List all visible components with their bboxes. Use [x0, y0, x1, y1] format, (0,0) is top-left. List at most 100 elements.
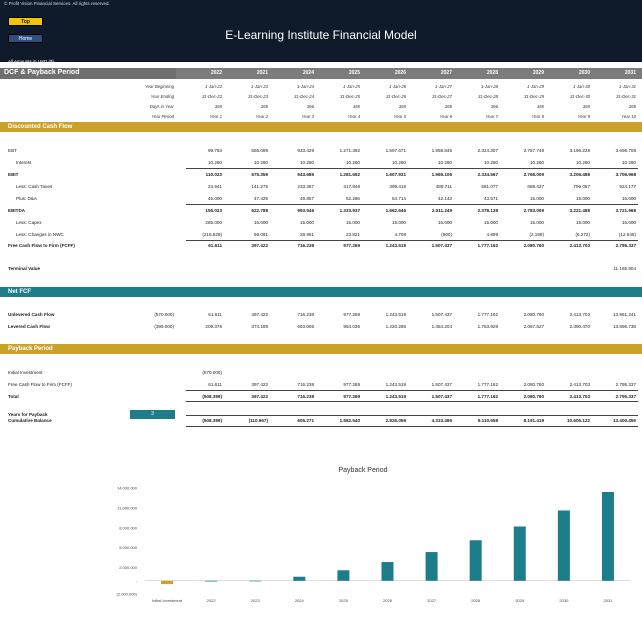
payback-cell: 977.269	[343, 382, 360, 387]
dcf-cell: 317.848	[343, 184, 360, 189]
payback-cell: 1.507.437	[431, 394, 452, 399]
dcf-cell: 15.000	[437, 220, 452, 225]
x-tick-label: 2030	[559, 598, 569, 603]
payback-cell: (110.967)	[248, 418, 268, 423]
dcf-cell: 10.260	[437, 160, 452, 165]
chart-bar	[205, 580, 218, 582]
dcf-cell: 24.941	[207, 184, 222, 189]
payback-row-label: Free Cash Flow to Firm (FCFF)	[8, 382, 73, 387]
dcf-cell: 1.281.652	[339, 172, 360, 177]
y-tick-label: (2.000.000)	[117, 592, 138, 597]
net-initial: (399.000)	[154, 324, 174, 329]
payback-cell: 397.422	[251, 382, 268, 387]
year-header: 2022	[210, 70, 222, 76]
dcf-cell: 10.260	[207, 160, 222, 165]
meta-value: 31-Dec-29	[523, 94, 544, 99]
meta-value: Year 7	[485, 114, 498, 119]
payback-cell: 1.507.437	[431, 382, 452, 387]
y-tick-label: 2.000.000	[119, 565, 138, 570]
meta-value: 366	[490, 104, 498, 109]
dcf-cell: 99.763	[207, 148, 222, 153]
dcf-cell: 397.422	[251, 243, 268, 248]
copyright-text: © Profit Vision Financial Services. All …	[4, 1, 110, 6]
payback-cell: 8.191.419	[523, 418, 544, 423]
row-divider	[186, 240, 638, 241]
x-tick-label: 2026	[383, 598, 393, 603]
meta-value: 1-Jan-27	[435, 84, 452, 89]
x-tick-label: 2028	[471, 598, 481, 603]
meta-value: 1-Jan-23	[251, 84, 268, 89]
x-tick-label: 2031	[604, 598, 614, 603]
dcf-cell: 1.333.937	[339, 208, 360, 213]
dcf-cell: 285.000	[205, 220, 222, 225]
top-button[interactable]: Top	[8, 17, 43, 26]
dcf-cell: (12.546)	[618, 232, 636, 237]
meta-value: Year 4	[347, 114, 360, 119]
net-cell: 693.005	[297, 324, 314, 329]
dcf-cell: 10.260	[483, 160, 498, 165]
payback-cell: 2.080.760	[523, 382, 544, 387]
dcf-cell: 1.607.931	[385, 172, 406, 177]
home-button[interactable]: Home	[8, 34, 43, 43]
meta-label: Days in Year	[149, 104, 174, 109]
meta-value: 31-Dec-27	[431, 94, 452, 99]
top-banner	[0, 0, 642, 62]
x-tick-label: Initial Investment	[152, 598, 183, 603]
dcf-row-label: Less: Capex	[16, 220, 42, 225]
year-header: 2031	[624, 70, 636, 76]
year-header: 2026	[394, 70, 406, 76]
row-divider	[186, 168, 638, 169]
dcf-cell: 23.821	[345, 232, 360, 237]
dcf-cell: 3.221.488	[569, 208, 590, 213]
dcf-cell: 399.418	[389, 184, 406, 189]
dcf-cell: 993.546	[297, 208, 314, 213]
dcf-cell: 15.000	[621, 196, 636, 201]
dcf-cell: 943.689	[297, 172, 314, 177]
dcf-cell: 799.057	[573, 184, 590, 189]
net-cell: 209.378	[205, 324, 222, 329]
row-divider	[186, 204, 638, 205]
row-divider	[186, 415, 638, 416]
dcf-cell: 10.260	[345, 160, 360, 165]
dcf-cell: 61.611	[208, 243, 222, 248]
dcf-cell: 10.260	[575, 160, 590, 165]
section-net-fcf: Net FCF	[0, 287, 642, 297]
dcf-cell: 3.196.228	[569, 148, 590, 153]
payback-row-label: Cumulative Balance	[8, 418, 52, 423]
net-cell: 1.777.162	[477, 312, 498, 317]
dcf-cell: (6.272)	[575, 232, 590, 237]
dcf-cell: 1.597.671	[385, 148, 406, 153]
net-row-label: Levered Cash Flow	[8, 324, 50, 329]
payback-cell: 2.826.059	[385, 418, 406, 423]
x-tick-label: 2022	[207, 598, 217, 603]
meta-value: 365	[582, 104, 590, 109]
row-divider	[186, 390, 638, 391]
meta-value: 31-Dec-24	[293, 94, 314, 99]
dcf-row-label: Free Cash Flow to Firm (FCFF)	[8, 243, 75, 248]
dcf-cell: 622.788	[251, 208, 268, 213]
chart-bar	[293, 576, 306, 581]
net-cell: 2.080.760	[523, 312, 544, 317]
y-tick-label: 5.000.000	[119, 545, 138, 550]
chart-bar	[601, 491, 614, 581]
net-cell: 716.238	[297, 312, 314, 317]
net-cell: 1.753.929	[477, 324, 498, 329]
net-row-label: Unlevered Cash Flow	[8, 312, 55, 317]
payback-cell: 2.795.337	[615, 394, 636, 399]
amounts-note: All Amounts in USD ($)	[8, 59, 55, 64]
dcf-cell: 2.334.567	[477, 172, 498, 177]
dcf-cell: 15.000	[621, 220, 636, 225]
dcf-cell: 3.206.488	[569, 172, 590, 177]
section-title: DCF & Payback Period	[4, 69, 80, 76]
dcf-cell: (216.529)	[202, 232, 222, 237]
meta-value: 1-Jan-30	[573, 84, 590, 89]
net-cell: 2.057.527	[523, 324, 544, 329]
net-cell: 13.896.738	[613, 324, 636, 329]
dcf-cell: 10.260	[391, 160, 406, 165]
dcf-cell: 977.269	[343, 243, 360, 248]
row-divider	[186, 426, 638, 427]
dcf-cell: 2.757.749	[523, 148, 544, 153]
dcf-cell: 52.286	[345, 196, 360, 201]
terminal-label: Terminal Value	[8, 266, 41, 271]
dcf-cell: 3.721.968	[615, 208, 636, 213]
